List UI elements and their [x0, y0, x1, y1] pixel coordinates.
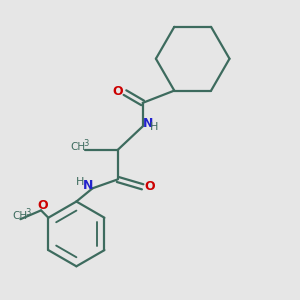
Text: 3: 3 [83, 139, 89, 148]
Text: CH: CH [12, 211, 27, 221]
Text: CH: CH [70, 142, 85, 152]
Text: N: N [83, 179, 93, 192]
Text: 3: 3 [26, 208, 31, 217]
Text: O: O [145, 180, 155, 193]
Text: H: H [76, 177, 84, 188]
Text: N: N [143, 117, 153, 130]
Text: H: H [150, 122, 159, 132]
Text: O: O [37, 199, 48, 212]
Text: O: O [112, 85, 123, 98]
